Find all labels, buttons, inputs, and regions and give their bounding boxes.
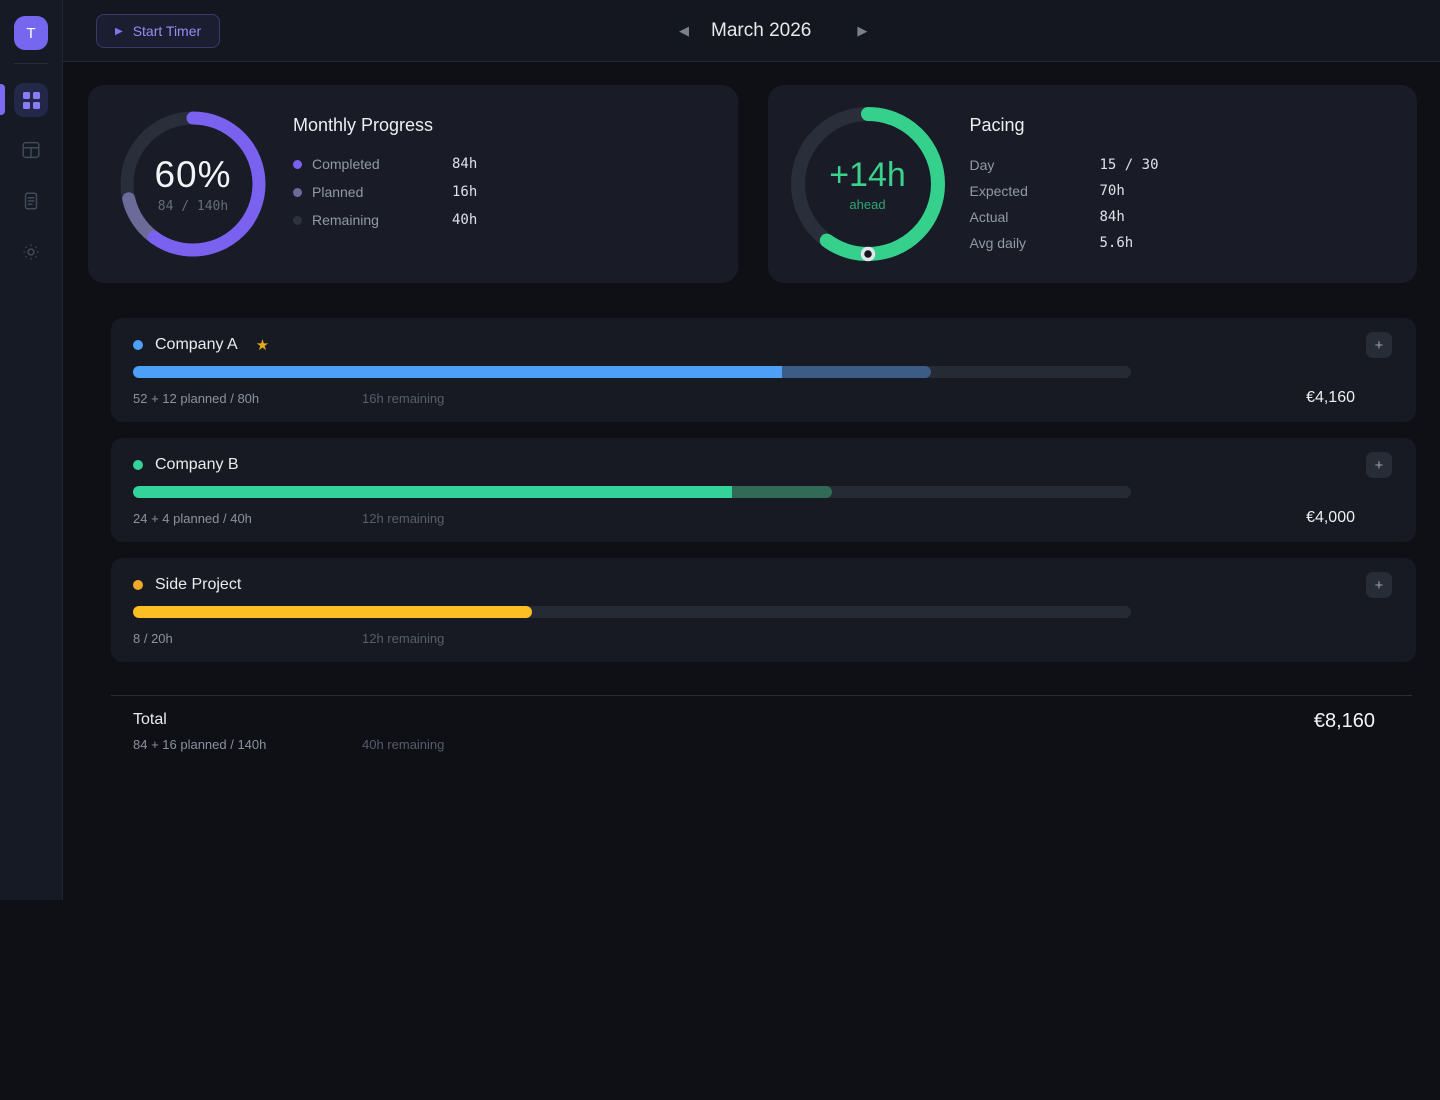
project-row-header: Company B: [133, 455, 239, 475]
project-row[interactable]: Side Project + 8 / 20h 12h remaining: [111, 558, 1416, 662]
total-label: Total: [133, 711, 167, 728]
start-timer-button[interactable]: ▶ Start Timer: [96, 14, 221, 48]
sidebar: T: [0, 0, 63, 900]
stat-value: 70h: [1099, 183, 1125, 199]
monthly-progress-card: 60% 84 / 140h Monthly Progress Completed…: [88, 85, 738, 283]
project-remaining-label: 16h remaining: [362, 391, 445, 406]
favorite-star-icon: ★: [255, 337, 270, 354]
month-navigation: ◀ March 2026 ▶: [675, 0, 871, 62]
add-time-button[interactable]: +: [1366, 452, 1392, 478]
completed-segment: [133, 486, 732, 498]
stat-value: 84h: [1099, 209, 1125, 225]
legend-label: Planned: [312, 184, 364, 200]
project-hours-summary: 52 + 12 planned / 80h: [133, 391, 260, 406]
next-month-button[interactable]: ▶: [853, 19, 871, 43]
start-timer-label: Start Timer: [132, 23, 202, 39]
total-hours-summary: 84 + 16 planned / 140h: [133, 737, 267, 752]
project-progress-bar: [133, 486, 1131, 498]
project-hours-summary: 24 + 4 planned / 40h: [133, 511, 252, 526]
legend-row-planned: Planned 16h: [293, 178, 477, 206]
project-row[interactable]: Company B + 24 + 4 planned / 40h 12h rem…: [111, 438, 1416, 542]
stat-row-day: Day 15 / 30: [970, 152, 1159, 178]
project-color-dot: [133, 340, 143, 350]
top-bar: ▶ Start Timer ◀ March 2026 ▶: [63, 0, 1440, 62]
planned-segment: [731, 486, 832, 498]
monthly-planned-arc: [120, 111, 266, 257]
add-time-button[interactable]: +: [1366, 332, 1392, 358]
project-name: Side Project: [155, 576, 242, 593]
completed-segment: [133, 606, 533, 618]
legend-row-remaining: Remaining 40h: [293, 206, 477, 234]
project-hours-summary: 8 / 20h: [133, 631, 173, 646]
stat-label: Expected: [969, 183, 1028, 199]
stat-value: 15 / 30: [1099, 157, 1159, 173]
monthly-completed-arc: [120, 111, 266, 257]
pacing-stats: Day 15 / 30 Expected 70h Actual 84h Avg …: [970, 152, 1159, 256]
pacing-title: Pacing: [969, 115, 1025, 135]
project-progress-bar: [133, 366, 1131, 378]
project-amount: €4,160: [1306, 389, 1355, 406]
pacing-card: +14h ahead Pacing Day 15 / 30 Expected 7…: [767, 85, 1417, 283]
prev-month-button[interactable]: ◀: [675, 19, 693, 43]
planned-dot: [293, 187, 302, 197]
legend-label: Remaining: [312, 212, 379, 228]
current-month-label: March 2026: [711, 20, 812, 41]
project-row-header: Side Project: [133, 575, 241, 595]
monthly-progress-donut: [120, 111, 266, 257]
stat-value: 5.6h: [1099, 235, 1134, 251]
avatar[interactable]: T: [14, 16, 48, 50]
stat-label: Actual: [969, 209, 1009, 225]
legend-row-completed: Completed 84h: [293, 150, 477, 178]
project-name: Company A: [155, 336, 238, 353]
expected-marker-dot: [860, 246, 875, 262]
dashboard-grid-icon: [22, 91, 40, 109]
pacing-donut: [790, 107, 945, 262]
play-icon: ▶: [115, 25, 123, 37]
remaining-dot: [293, 215, 302, 225]
total-section: Total 84 + 16 planned / 140h 40h remaini…: [111, 695, 1412, 775]
legend-value: 84h: [452, 156, 478, 172]
table-icon: [22, 141, 40, 159]
sidebar-divider: [14, 63, 48, 64]
sidebar-item-reports[interactable]: [14, 184, 48, 218]
stat-row-avg-daily: Avg daily 5.6h: [970, 230, 1159, 256]
sun-icon: [23, 244, 39, 260]
completed-dot: [293, 159, 302, 169]
sidebar-item-table[interactable]: [14, 133, 48, 167]
stat-label: Day: [969, 157, 995, 173]
document-icon: [24, 192, 38, 210]
project-list: Company A ★ + 52 + 12 planned / 80h 16h …: [111, 318, 1416, 678]
legend-value: 40h: [452, 212, 478, 228]
project-row[interactable]: Company A ★ + 52 + 12 planned / 80h 16h …: [111, 318, 1416, 422]
sidebar-item-theme[interactable]: [14, 235, 48, 269]
legend-value: 16h: [452, 184, 478, 200]
active-nav-indicator: [0, 84, 5, 115]
planned-segment: [781, 366, 932, 378]
project-color-dot: [133, 580, 143, 590]
project-remaining-label: 12h remaining: [362, 511, 445, 526]
monthly-legend: Completed 84h Planned 16h Remaining 40h: [293, 150, 477, 234]
project-row-header: Company A ★: [133, 335, 269, 355]
stat-row-expected: Expected 70h: [970, 178, 1159, 204]
project-remaining-label: 12h remaining: [362, 631, 445, 646]
total-amount: €8,160: [1313, 710, 1375, 732]
stat-row-actual: Actual 84h: [970, 204, 1159, 230]
completed-segment: [133, 366, 782, 378]
project-name: Company B: [155, 456, 239, 473]
total-remaining-label: 40h remaining: [362, 737, 445, 752]
project-color-dot: [133, 460, 143, 470]
legend-label: Completed: [312, 156, 380, 172]
summary-cards: 60% 84 / 140h Monthly Progress Completed…: [88, 85, 1417, 283]
project-progress-bar: [133, 606, 1131, 618]
add-time-button[interactable]: +: [1366, 572, 1392, 598]
stat-label: Avg daily: [969, 235, 1027, 251]
monthly-progress-title: Monthly Progress: [293, 115, 434, 135]
total-divider: [111, 695, 1412, 696]
sidebar-item-dashboard[interactable]: [14, 83, 48, 117]
project-amount: €4,000: [1306, 509, 1355, 526]
